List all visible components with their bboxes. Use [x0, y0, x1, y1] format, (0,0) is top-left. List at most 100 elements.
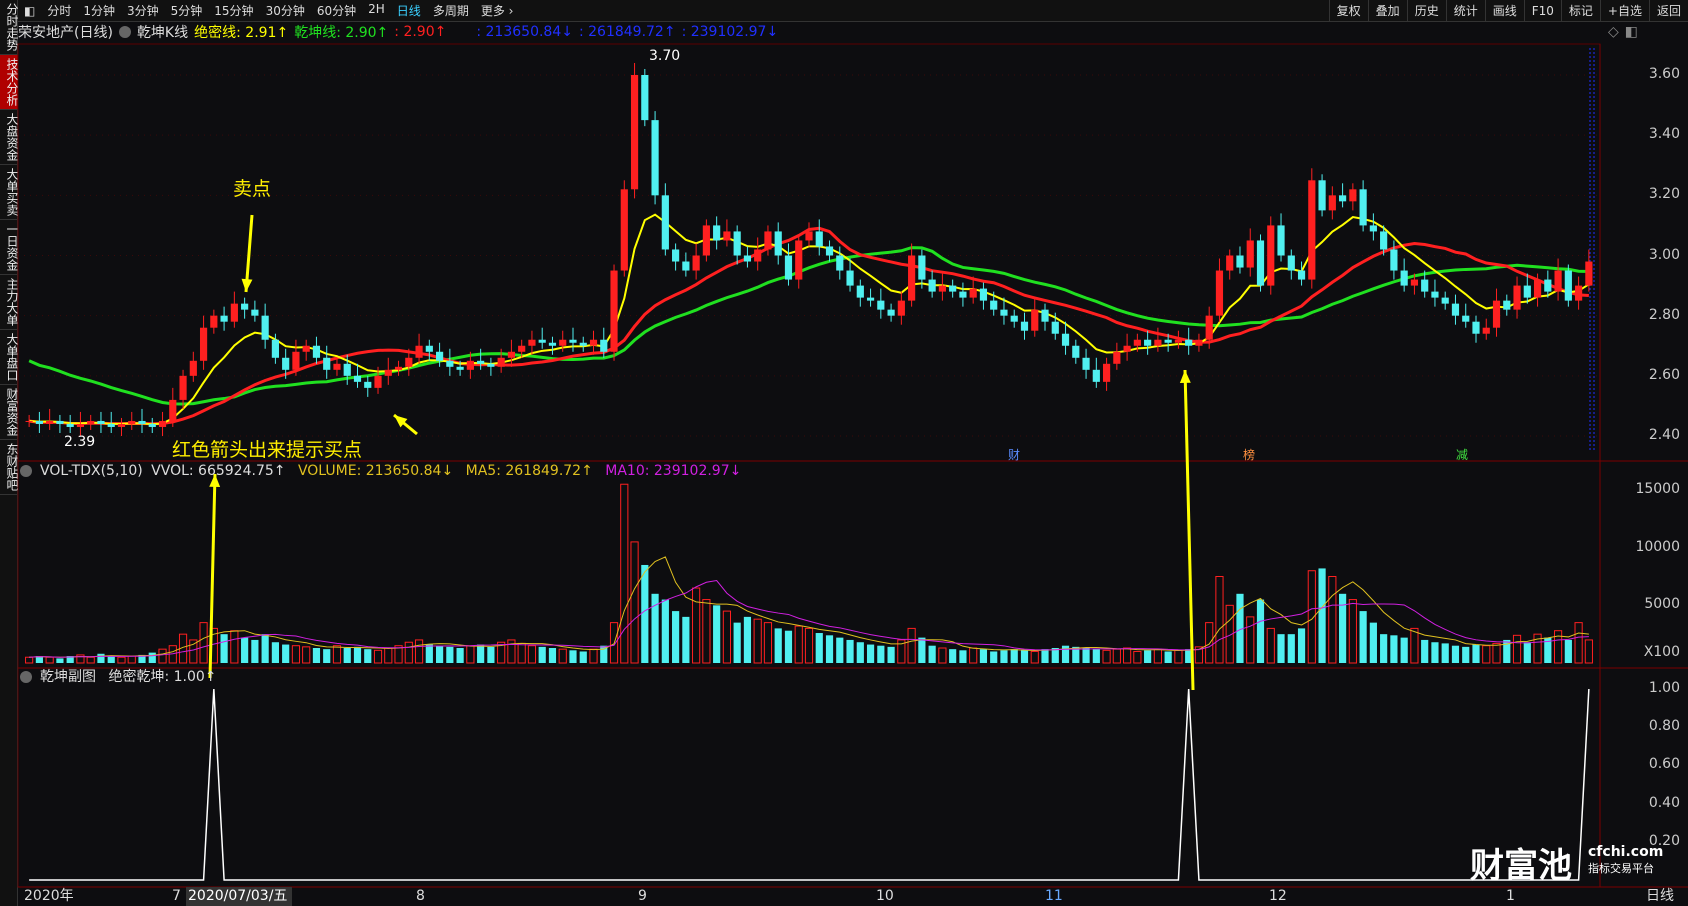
volume-bar	[651, 593, 659, 663]
candle-body	[158, 420, 167, 427]
volume-bar	[990, 651, 998, 663]
cursor-date-box	[186, 887, 292, 906]
candle-body	[908, 255, 916, 301]
ma5-value: MA5: 261849.72↑	[465, 463, 593, 479]
sell-point-note: 卖点	[233, 178, 272, 200]
candle-body	[815, 231, 823, 247]
volume-menu-icon[interactable]	[20, 465, 32, 477]
sidebar-item[interactable]: 大单盘口	[0, 330, 19, 385]
candle-body	[661, 195, 669, 250]
toolbar-action-button[interactable]: +自选	[1599, 0, 1649, 22]
period-tab[interactable]: 分时	[47, 4, 72, 18]
period-tab[interactable]: 15分钟	[214, 4, 254, 18]
indicator-menu-icon[interactable]	[118, 26, 131, 38]
volume-bar	[1410, 627, 1419, 664]
volume-bar	[1307, 570, 1316, 664]
chart-header: 荣安地产(日线) 乾坤K线 绝密线: 2.91↑ 乾坤线: 2.90↑ : 2.…	[18, 22, 1688, 42]
watermark: 财富池 cfchi.com 指标交易平台	[1470, 838, 1663, 887]
xaxis-label: 12	[1269, 888, 1287, 904]
toolbar-action-button[interactable]: 历史	[1406, 0, 1446, 22]
candle-body	[1544, 279, 1552, 292]
layout-toggle-icon[interactable]: ◧	[24, 3, 36, 18]
candle-body	[1523, 285, 1531, 298]
sub-menu-icon[interactable]	[20, 671, 32, 683]
toolbar-action-button[interactable]: 标记	[1560, 0, 1600, 22]
period-tab[interactable]: 1分钟	[83, 4, 115, 18]
candle-body	[1513, 285, 1521, 310]
sidebar-item[interactable]: 主力大单	[0, 275, 19, 330]
diamond-icon[interactable]: ◇	[1607, 24, 1619, 40]
toolbar-action-button[interactable]: 统计	[1445, 0, 1485, 22]
volume-bar	[1194, 646, 1204, 664]
sidebar-item[interactable]: 技术分析	[0, 55, 19, 110]
period-tab[interactable]: 60分钟	[316, 4, 357, 18]
toolbar-action-button[interactable]: F10	[1523, 0, 1561, 22]
candle-body	[292, 351, 300, 370]
jmqk-value: 绝密乾坤: 1.00↑	[108, 669, 217, 685]
volume-bar	[1348, 599, 1357, 664]
volume-bar	[291, 645, 301, 664]
candle-body	[1380, 231, 1388, 250]
candle-body	[979, 288, 988, 301]
volume-bar	[353, 646, 362, 663]
toolbar-action-button[interactable]: 叠加	[1367, 0, 1407, 22]
sidebar: 分时走势 技术分析 大盘资金 大单买卖 一日资金 主力大单 大单盘口 财富资金 东财贴吧	[0, 0, 19, 906]
candle-body	[733, 231, 741, 256]
toolbar-action-button[interactable]: 复权	[1328, 0, 1368, 22]
volume-bar	[517, 642, 526, 664]
period-tab[interactable]: 3分钟	[127, 4, 159, 18]
panel-toggle-icon[interactable]: ◧	[1624, 24, 1638, 40]
volume-bar	[35, 656, 43, 663]
volume-bar	[76, 654, 85, 664]
toolbar-action-button[interactable]: 画线	[1484, 0, 1524, 22]
volume-bar	[1482, 645, 1491, 664]
period-tab[interactable]: 2H	[368, 2, 385, 16]
candle-body	[1072, 345, 1080, 358]
sidebar-item[interactable]: 大单买卖	[0, 165, 19, 220]
xaxis-label: 9	[638, 888, 647, 904]
volume-bar	[1153, 648, 1162, 664]
volume-bar	[579, 651, 587, 663]
sidebar-item[interactable]: 一日资金	[0, 220, 19, 275]
period-tab[interactable]: 日线	[396, 4, 421, 18]
vol-value-3: : 239102.97↓	[681, 24, 779, 40]
volume-bar	[220, 634, 228, 663]
sub-axis-label: 1.00	[1648, 680, 1680, 696]
vol-value-1: : 213650.84↓	[476, 24, 573, 40]
candle-body	[528, 339, 536, 346]
candle-body	[199, 327, 208, 361]
sidebar-item[interactable]: 东财贴吧	[0, 440, 19, 495]
candle-body	[538, 339, 546, 343]
period-tab[interactable]: 5分钟	[170, 4, 203, 18]
toolbar-action-button[interactable]: 返回	[1648, 0, 1688, 22]
candle-body	[312, 345, 321, 358]
volume-bar	[589, 648, 598, 664]
sub-axis-label: 0.60	[1648, 756, 1680, 773]
indicator-name[interactable]: 乾坤K线	[136, 25, 189, 41]
candle-body	[1205, 315, 1213, 340]
volume-bar	[332, 645, 342, 664]
sell-arrow-head	[241, 278, 253, 292]
candle-body	[507, 351, 516, 358]
volume-bar	[1277, 634, 1285, 663]
volume-bar	[877, 645, 885, 663]
volume-bar	[1472, 644, 1480, 663]
volume-bar	[1102, 649, 1111, 664]
candle-body	[887, 309, 895, 316]
xaxis-label: 7	[172, 888, 181, 904]
candle-body	[1041, 309, 1049, 322]
candle-body	[169, 399, 177, 421]
candle-body	[990, 300, 998, 310]
sidebar-item[interactable]: 分时走势	[0, 0, 19, 55]
period-tab[interactable]: 30分钟	[265, 4, 305, 18]
volume-bar	[97, 653, 105, 663]
period-tab[interactable]: 更多 ›	[480, 4, 514, 18]
volume-bar	[107, 656, 115, 663]
volume-bar	[1164, 651, 1172, 663]
candle-body	[805, 231, 813, 241]
candle-body	[1287, 255, 1295, 271]
period-tab[interactable]: 多周期	[432, 4, 469, 18]
sidebar-item[interactable]: 财富资金	[0, 385, 19, 440]
sidebar-item[interactable]: 大盘资金	[0, 110, 19, 165]
